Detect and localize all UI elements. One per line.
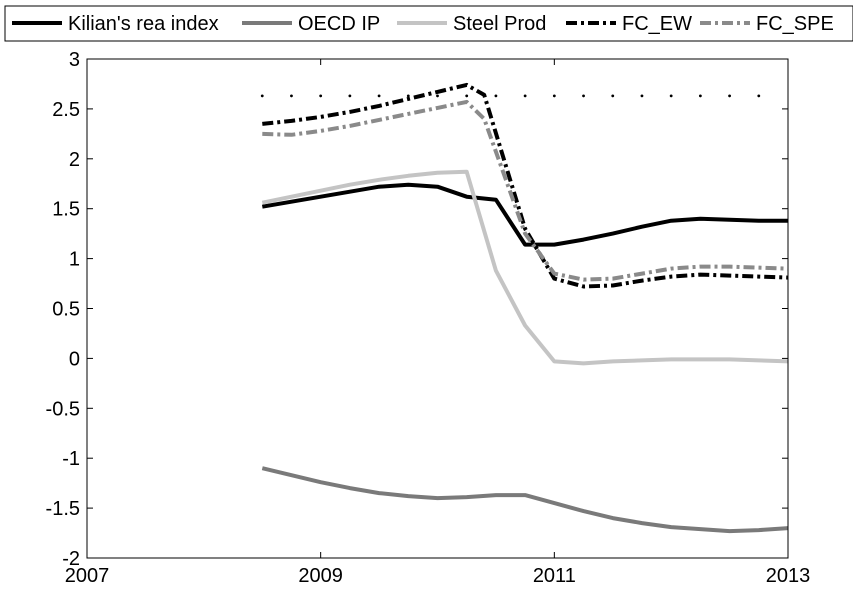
marker-dot xyxy=(494,94,498,98)
marker-dot xyxy=(290,94,293,98)
marker-layer xyxy=(260,94,761,98)
marker-dot xyxy=(406,94,410,98)
marker-dot xyxy=(348,94,352,98)
legend-label: FC_EW xyxy=(622,13,692,35)
y-tick-label: -2 xyxy=(62,548,80,570)
plot-area-border xyxy=(86,58,789,559)
marker-dot xyxy=(611,94,615,98)
marker-dot xyxy=(523,94,527,98)
marker-dot xyxy=(669,94,673,98)
x-tick-label: 2009 xyxy=(298,565,343,587)
marker-dot xyxy=(728,94,731,98)
series-line-oecd-ip xyxy=(261,466,789,534)
y-tick-label: 3 xyxy=(69,49,80,71)
y-tick-label: 0.5 xyxy=(52,299,80,321)
y-tick-label: 1 xyxy=(69,249,80,271)
y-tick-label: -1.5 xyxy=(46,498,80,520)
legend: Kilian's rea index OECD IP Steel Prod FC_EW… xyxy=(4,5,853,42)
legend-label: Kilian's rea index xyxy=(68,13,219,35)
axes: -2 -1.5 -1 -0.5 0 0.5 1 1.5 2 2.5 3 2007 2009 2011 201… xyxy=(46,49,811,587)
series-line-fc-ew xyxy=(262,82,789,289)
marker-dot xyxy=(640,94,644,98)
marker-dot xyxy=(698,94,702,98)
y-tick-label: 1.5 xyxy=(52,199,80,221)
marker-dot xyxy=(552,94,556,98)
series-line-kilian-s-rea-index xyxy=(261,182,788,247)
x-tick-label: 2011 xyxy=(533,565,576,587)
series-layer xyxy=(261,82,789,534)
legend-label: Steel Prod xyxy=(453,13,546,35)
series-line-steel-prod xyxy=(261,169,789,366)
y-tick-label: 0 xyxy=(69,348,80,370)
legend-label: FC_SPE xyxy=(756,13,834,35)
x-tick-label: 2007 xyxy=(65,565,110,587)
series-line-fc-spe xyxy=(262,99,789,282)
y-tick-label: -1 xyxy=(62,448,80,470)
marker-dot xyxy=(436,94,439,98)
y-tick-label: 2.5 xyxy=(52,99,80,121)
marker-dot xyxy=(465,94,469,98)
marker-dot xyxy=(757,94,761,98)
marker-dot xyxy=(377,94,381,98)
y-tick-label: 2 xyxy=(69,149,80,171)
marker-dot xyxy=(582,94,585,98)
x-tick-label: 2013 xyxy=(766,565,811,587)
y-tick-label: -0.5 xyxy=(46,398,80,420)
legend-label: OECD IP xyxy=(298,13,380,35)
marker-dot xyxy=(260,94,264,98)
plot-frame xyxy=(86,58,789,559)
marker-dot xyxy=(319,94,323,98)
